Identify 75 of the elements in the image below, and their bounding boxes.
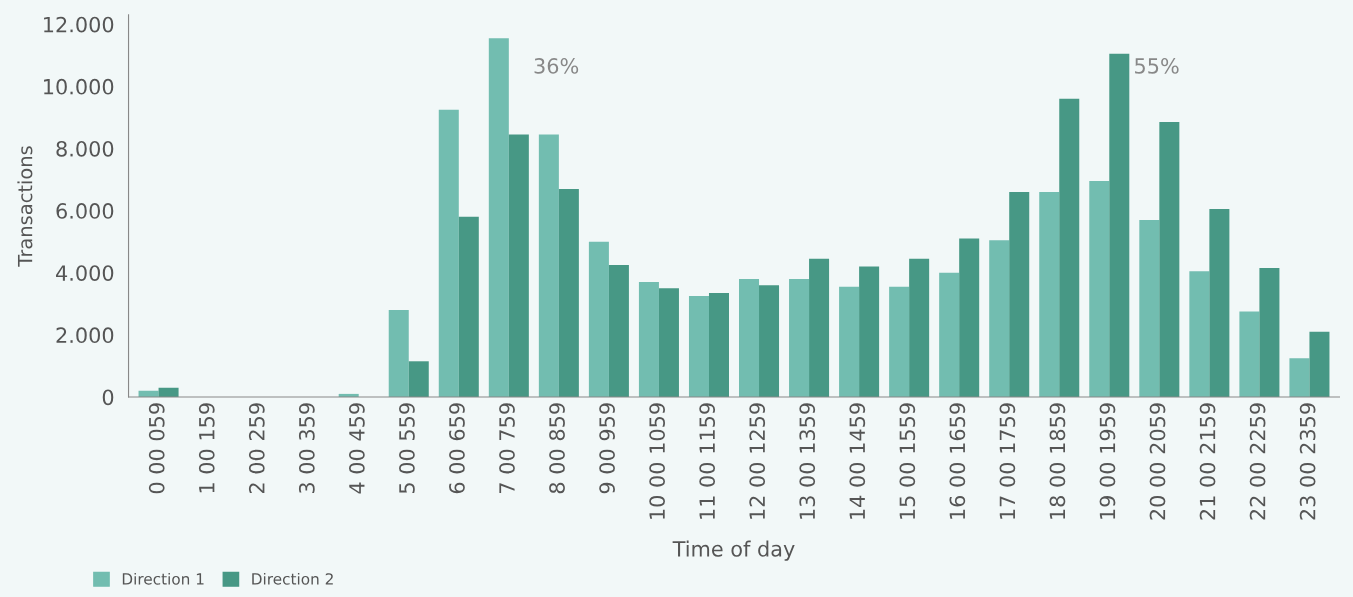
bar xyxy=(388,310,409,398)
x-tick-label: 11 00 1159 xyxy=(699,403,716,519)
x-tick-label: 8 00 859 xyxy=(549,403,565,494)
bar xyxy=(1039,191,1060,398)
bar xyxy=(759,285,780,398)
bar xyxy=(1089,181,1110,398)
bar xyxy=(909,258,930,398)
x-tick-label: 19 00 1959 xyxy=(1099,403,1116,519)
x-tick-label: 5 00 559 xyxy=(399,403,415,494)
legend-label: Direction 2 xyxy=(252,572,333,585)
y-tick-label: 8.000 xyxy=(56,140,114,157)
x-tick-label: 22 00 2259 xyxy=(1249,403,1266,520)
x-tick-label: 18 00 1859 xyxy=(1049,403,1066,519)
bar xyxy=(708,292,729,398)
bar xyxy=(839,286,860,398)
bar xyxy=(488,38,509,398)
bar xyxy=(438,109,459,398)
y-tick-label: 6.000 xyxy=(56,203,114,219)
annotation: 55% xyxy=(1135,58,1179,74)
bar xyxy=(408,361,429,398)
bar xyxy=(538,134,559,398)
bar xyxy=(1309,331,1330,398)
x-tick-label: 10 00 1059 xyxy=(649,403,665,519)
bar xyxy=(1059,98,1080,398)
x-tick-label: 9 00 959 xyxy=(599,403,615,494)
bar xyxy=(789,278,810,398)
bar xyxy=(1009,191,1030,398)
x-tick-label: 1 00 159 xyxy=(198,403,215,493)
bar xyxy=(1209,209,1230,398)
x-tick-label: 20 00 2059 xyxy=(1149,403,1166,520)
bar xyxy=(889,286,910,398)
bar xyxy=(508,134,529,398)
bar xyxy=(1109,53,1130,398)
x-tick-label: 13 00 1359 xyxy=(799,403,816,519)
x-tick-label: 6 00 659 xyxy=(449,403,465,494)
x-tick-label: 4 00 459 xyxy=(349,403,365,494)
bar xyxy=(638,282,659,398)
legend-label: Direction 1 xyxy=(122,572,204,585)
bar xyxy=(959,238,980,398)
x-tick-label: 12 00 1259 xyxy=(749,403,766,519)
bar xyxy=(809,258,830,398)
bar xyxy=(1159,122,1180,398)
bar xyxy=(859,266,880,398)
bar xyxy=(1189,271,1210,398)
bar xyxy=(1259,268,1280,398)
bar xyxy=(688,296,709,398)
bar xyxy=(608,264,629,398)
bar xyxy=(658,288,679,398)
x-tick-label: 16 00 1659 xyxy=(949,403,966,519)
bar xyxy=(1289,358,1310,398)
x-tick-label: 15 00 1559 xyxy=(899,403,916,519)
y-tick-label: 10.000 xyxy=(44,78,114,95)
x-tick-label: 7 00 759 xyxy=(499,403,515,493)
bar xyxy=(1139,219,1160,398)
y-axis-title: Transactions xyxy=(17,146,33,267)
bar xyxy=(739,278,760,398)
x-tick-label: 0 00 059 xyxy=(148,403,165,494)
x-axis-title: Time of day xyxy=(672,540,795,561)
bar xyxy=(989,240,1010,398)
annotation: 36% xyxy=(534,58,579,74)
y-tick-label: 0 xyxy=(102,389,114,406)
bar xyxy=(1239,311,1260,398)
x-tick-label: 14 00 1459 xyxy=(849,403,866,519)
x-tick-label: 17 00 1759 xyxy=(999,403,1016,519)
y-tick-label: 4.000 xyxy=(56,265,114,281)
x-tick-label: 21 00 2159 xyxy=(1199,403,1216,520)
x-tick-label: 2 00 259 xyxy=(248,403,265,494)
y-tick-label: 12.000 xyxy=(44,16,114,33)
x-tick-label: 23 00 2359 xyxy=(1299,403,1316,520)
bar xyxy=(939,272,960,398)
x-tick-label: 3 00 359 xyxy=(298,403,315,494)
y-tick-label: 2.000 xyxy=(56,327,114,344)
bar xyxy=(588,241,609,398)
bar xyxy=(458,216,479,398)
bar xyxy=(558,188,579,398)
